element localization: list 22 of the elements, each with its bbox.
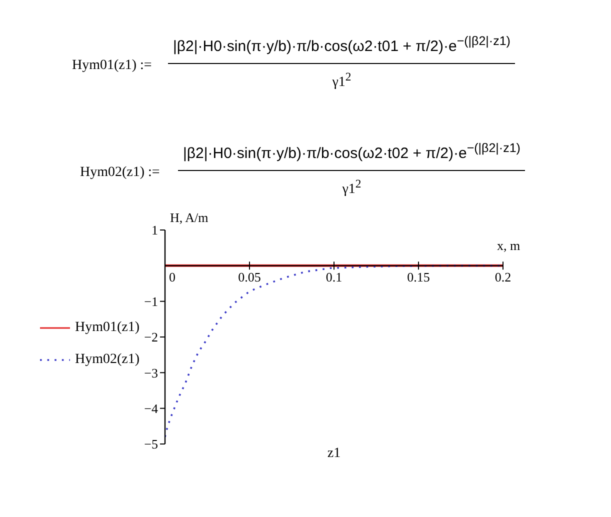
- x-axis-title: x, m: [497, 238, 520, 253]
- y-axis-title: H, A/m: [170, 210, 208, 225]
- x-tick-label: 0: [169, 270, 176, 285]
- text: z1: [327, 446, 341, 461]
- x-tick-label: 0.1: [326, 270, 342, 285]
- y-tick-label: −2: [144, 330, 158, 345]
- x-tick-label: 0.2: [494, 270, 512, 285]
- legend-label: Hym01(z1): [75, 320, 140, 335]
- text: |β2|·H0·sin(π·y/b)·π/b·cos(ω2·t02 + π/2)·e$^{−(|β2|·z1)}$: [183, 141, 520, 162]
- text: Hym01(z1) :=: [72, 58, 152, 73]
- y-tick-label: −4: [144, 400, 158, 416]
- x-tick-label: 0.05: [238, 270, 261, 285]
- x-tick-label: 0.15: [407, 270, 430, 285]
- text: Hym02(z1) :=: [80, 165, 160, 180]
- y-tick-label: −5: [144, 436, 158, 452]
- y-tick-label: −1: [144, 294, 158, 309]
- text: γ1$^{2}$: [342, 177, 362, 197]
- text: γ1$^{2}$: [332, 70, 352, 90]
- y-tick-label: 1: [152, 222, 158, 238]
- text: |β2|·H0·sin(π·y/b)·π/b·cos(ω2·t01 + π/2)·e$^{−(|β2|·z1)}$: [173, 34, 510, 55]
- legend-label: Hym02(z1): [75, 352, 140, 367]
- y-tick-label: −3: [144, 365, 158, 380]
